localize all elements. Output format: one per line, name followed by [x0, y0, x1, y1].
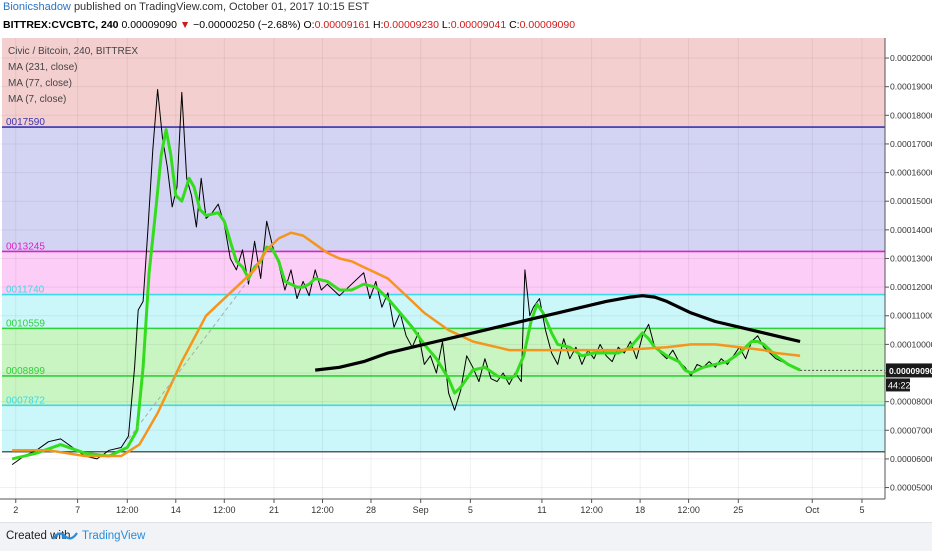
x-axis-bg	[0, 499, 932, 522]
close-label: C:	[509, 19, 520, 31]
y-tick-label-6: 0.00014000	[890, 225, 932, 235]
down-arrow-icon: ▼	[179, 19, 191, 31]
created-with-label: Created with	[6, 530, 71, 542]
x-tick-label-13: 12:00	[677, 505, 700, 515]
y-tick-label-8: 0.00012000	[890, 282, 932, 292]
zone-band-0	[2, 38, 885, 128]
last-price-tag	[886, 363, 932, 378]
high-value: 0.00009230	[383, 19, 439, 31]
price-change: −0.00000250 (−2.68%)	[193, 19, 301, 31]
countdown-label: 44:22	[888, 380, 911, 390]
series-line-trend	[128, 278, 251, 440]
series-line-price	[11, 89, 801, 466]
x-tick-label-7: 28	[366, 505, 376, 515]
x-tick-label-10: 11	[537, 505, 546, 515]
countdown-tag	[886, 378, 910, 392]
zone-band-5	[2, 375, 885, 406]
x-tick-label-12: 18	[635, 505, 645, 515]
author-link[interactable]: Bionicshadow	[3, 1, 71, 13]
x-tick-label-0: 2	[13, 505, 18, 515]
legend-ma7: MA (7, close)	[8, 94, 67, 105]
series-line-ma-231-close-	[315, 294, 801, 372]
y-tick-label-13: 0.00007000	[890, 425, 932, 435]
y-tick-label-5: 0.00015000	[890, 196, 932, 206]
level-label-0: 0017590	[6, 117, 45, 128]
level-label-2: 0011740	[6, 285, 45, 296]
y-tick-label-10: 0.00010000	[890, 339, 932, 349]
y-tick-label-7: 0.00013000	[890, 253, 932, 263]
x-tick-label-8: Sep	[413, 505, 429, 515]
publish-info: Bionicshadow published on TradingView.co…	[3, 1, 369, 13]
series-line-ma-77-close-	[12, 231, 801, 458]
x-tick-label-9: 5	[468, 505, 473, 515]
last-price-tag-label: 0.00009090	[889, 366, 932, 376]
x-tick-label-3: 14	[171, 505, 181, 515]
low-label: L:	[441, 19, 451, 31]
series-line-ma-7-close-	[11, 128, 801, 461]
legend-ma77: MA (77, close)	[8, 78, 72, 89]
open-value: 0.00009161	[314, 19, 371, 31]
zone-band-2	[2, 251, 885, 295]
level-label-4: 0008899	[6, 366, 45, 377]
x-tick-label-16: 5	[859, 505, 864, 515]
footer: Created with TradingView	[0, 522, 932, 551]
zone-band-1	[2, 127, 885, 252]
close-value: 0.00009090	[519, 19, 576, 31]
last-price: 0.00009090	[121, 19, 177, 31]
y-tick-label-4: 0.00016000	[890, 168, 932, 178]
y-tick-label-3: 0.00017000	[890, 139, 932, 149]
low-value: 0.00009041	[450, 19, 507, 31]
x-tick-label-1: 7	[75, 505, 80, 515]
level-label-3: 0010559	[6, 318, 45, 329]
tradingview-logo-icon	[52, 532, 78, 540]
published-text: published on TradingView.com, October 01…	[73, 1, 370, 13]
level-label-1: 0013245	[6, 241, 45, 252]
y-tick-label-15: 0.00005000	[890, 483, 932, 493]
tradingview-link[interactable]: TradingView	[82, 530, 146, 542]
y-axis-bg	[885, 38, 932, 522]
x-tick-label-15: Oct	[805, 505, 820, 515]
legend-ma231: MA (231, close)	[8, 62, 78, 73]
x-tick-label-6: 12:00	[311, 505, 334, 515]
y-tick-label-14: 0.00006000	[890, 454, 932, 464]
x-tick-label-11: 12:00	[580, 505, 603, 515]
x-tick-label-4: 12:00	[213, 505, 236, 515]
x-tick-label-14: 25	[733, 505, 743, 515]
y-tick-label-12: 0.00008000	[890, 397, 932, 407]
x-tick-label-5: 21	[269, 505, 279, 515]
x-tick-label-2: 12:00	[116, 505, 139, 515]
ohlc-header: BITTREX:CVCBTC, 240 0.00009090 ▼ −0.0000…	[3, 19, 575, 31]
price-chart[interactable]: 0017590 0013245 0011740 0010559 0008899 00078…	[0, 38, 932, 522]
y-tick-label-9: 0.00011000	[890, 311, 932, 321]
y-tick-label-0: 0.00020000	[890, 53, 932, 63]
y-tick-label-1: 0.00019000	[890, 82, 932, 92]
y-tick-label-2: 0.00018000	[890, 110, 932, 120]
symbol-label: BITTREX:CVCBTC, 240	[3, 19, 119, 31]
zone-band-6	[2, 405, 885, 452]
open-label: O:	[303, 19, 315, 31]
level-label-5: 0007872	[6, 395, 45, 406]
high-label: H:	[373, 19, 384, 31]
legend-title: Civic / Bitcoin, 240, BITTREX	[8, 46, 139, 57]
zone-band-3	[2, 294, 885, 329]
